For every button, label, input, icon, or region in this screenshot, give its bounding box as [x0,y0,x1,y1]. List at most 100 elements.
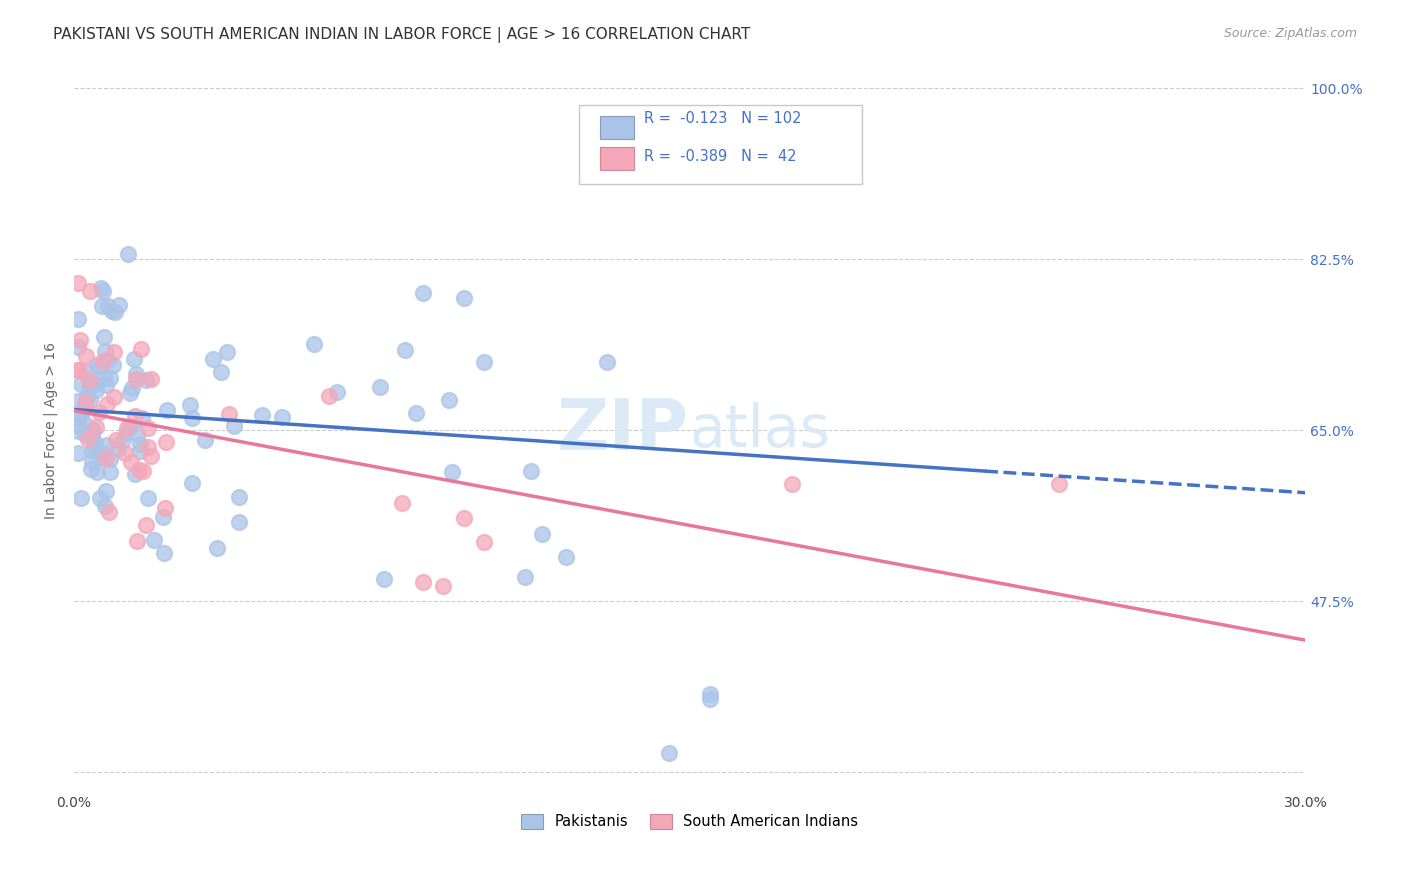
Point [124,351,146,366]
Point [658,746,681,760]
Point [132,464,155,478]
Text: ZIP: ZIP [557,395,689,465]
Point [66,311,89,326]
Point [103,345,125,359]
Point [139,449,162,463]
Point [79,392,101,407]
Point [66,277,89,291]
Point [124,409,146,423]
Point [142,533,165,547]
Point [66,393,89,408]
Point [79,284,101,298]
Point [136,440,159,454]
Point [100,304,122,318]
Point [77,373,100,387]
Point [93,369,115,384]
Point [209,366,232,380]
Point [90,281,112,295]
Point [271,410,294,425]
Point [472,354,495,368]
Point [93,330,115,344]
Point [115,421,138,435]
Point [97,299,120,313]
Point [780,476,803,491]
Point [699,687,721,701]
Point [128,463,150,477]
Point [82,423,104,437]
Point [76,389,98,403]
Point [73,427,96,442]
Point [117,247,139,261]
Point [373,572,395,586]
Text: PAKISTANI VS SOUTH AMERICAN INDIAN IN LABOR FORCE | AGE > 16 CORRELATION CHART: PAKISTANI VS SOUTH AMERICAN INDIAN IN LA… [53,27,751,43]
Point [120,454,142,468]
Point [91,446,114,460]
Point [67,408,90,422]
Point [86,383,108,397]
Point [66,424,89,438]
Point [72,401,94,416]
Point [596,354,619,368]
Point [108,298,131,312]
Point [155,402,177,417]
Point [66,362,89,376]
Point [205,541,228,555]
Point [318,389,340,403]
Point [228,490,250,504]
Point [194,433,217,447]
Point [129,437,152,451]
Point [98,465,121,479]
Point [97,353,120,368]
Point [75,417,97,431]
Point [139,372,162,386]
Point [181,475,204,490]
Point [1047,476,1070,491]
Point [391,496,413,510]
Point [453,511,475,525]
Point [94,499,117,513]
Point [94,378,117,392]
Point [80,454,103,468]
Point [98,452,121,467]
Point [76,365,98,379]
Text: R =  -0.389   N =  42: R = -0.389 N = 42 [644,149,797,164]
Point [453,291,475,305]
Point [136,491,159,505]
Point [555,550,578,565]
Point [370,380,392,394]
Point [89,491,111,505]
FancyBboxPatch shape [579,104,862,185]
Point [91,299,114,313]
Point [125,426,148,441]
Point [125,367,148,381]
Point [326,384,349,399]
Point [432,579,454,593]
Point [66,362,89,376]
Point [412,574,434,589]
Point [121,381,143,395]
Point [69,409,91,423]
Point [515,569,537,583]
Point [98,505,121,519]
Point [228,516,250,530]
Point [82,443,104,458]
Point [412,286,434,301]
Point [96,397,118,411]
Point [441,465,464,479]
Point [90,450,112,464]
Point [79,375,101,389]
Point [519,465,541,479]
Point [80,429,103,443]
Point [202,351,225,366]
Point [76,432,98,446]
Point [103,390,125,404]
Point [699,691,721,706]
Point [66,417,89,432]
Point [180,411,202,425]
Point [107,442,129,457]
Point [437,392,460,407]
Point [394,343,416,357]
Point [155,434,177,449]
Point [530,527,553,541]
Point [124,467,146,481]
